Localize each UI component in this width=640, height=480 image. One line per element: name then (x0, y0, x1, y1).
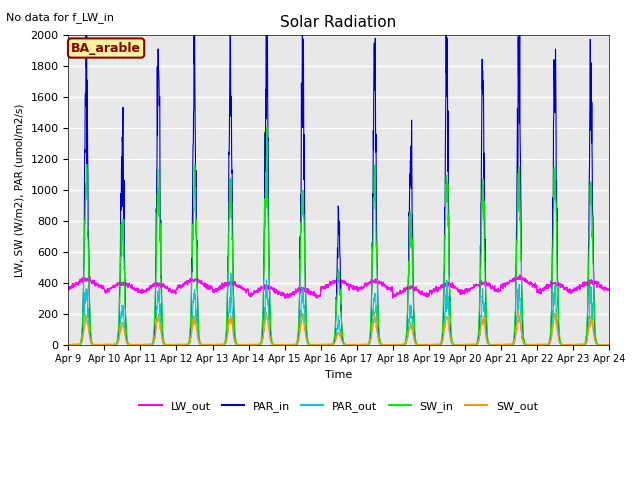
LW_out (557, 282, 565, 288)
PAR_in (317, 342, 324, 348)
SW_out (557, 341, 565, 347)
PAR_in (496, 342, 504, 348)
SW_in (355, 342, 362, 348)
Text: BA_arable: BA_arable (71, 41, 141, 55)
PAR_out (573, 342, 580, 348)
LW_out (573, 287, 580, 293)
SW_out (317, 342, 324, 348)
LW_out (282, 295, 289, 301)
PAR_in (557, 342, 565, 348)
PAR_in (573, 342, 580, 348)
SW_in (496, 342, 504, 348)
LW_out (366, 280, 374, 286)
LW_out (605, 287, 612, 293)
PAR_in (367, 335, 374, 341)
SW_out (573, 342, 580, 348)
SW_out (65, 342, 72, 348)
LW_out (516, 272, 524, 278)
LW_out (355, 285, 362, 290)
PAR_out (227, 271, 235, 276)
Text: No data for f_LW_in: No data for f_LW_in (6, 12, 115, 23)
Legend: LW_out, PAR_in, PAR_out, SW_in, SW_out: LW_out, PAR_in, PAR_out, SW_in, SW_out (135, 396, 542, 416)
Line: SW_in: SW_in (68, 127, 609, 345)
PAR_in (65, 342, 72, 348)
PAR_in (355, 342, 362, 348)
Line: PAR_out: PAR_out (68, 274, 609, 345)
X-axis label: Time: Time (325, 370, 352, 380)
Line: SW_out: SW_out (68, 311, 609, 345)
SW_out (215, 342, 223, 348)
PAR_out (605, 342, 612, 348)
SW_in (317, 342, 324, 348)
PAR_out (355, 342, 362, 348)
SW_in (367, 328, 374, 334)
SW_out (355, 342, 362, 348)
SW_in (573, 342, 580, 348)
Title: Solar Radiation: Solar Radiation (280, 15, 397, 30)
SW_in (557, 341, 565, 347)
SW_out (371, 308, 378, 314)
Line: PAR_in: PAR_in (68, 0, 609, 345)
SW_out (366, 338, 374, 344)
PAR_out (353, 342, 360, 348)
Y-axis label: LW, SW (W/m2), PAR (umol/m2/s): LW, SW (W/m2), PAR (umol/m2/s) (15, 103, 25, 276)
PAR_out (215, 342, 223, 348)
SW_out (496, 342, 504, 348)
LW_out (215, 287, 223, 292)
PAR_out (367, 339, 374, 345)
SW_in (263, 124, 271, 130)
PAR_in (605, 342, 612, 348)
PAR_out (65, 342, 72, 348)
Line: LW_out: LW_out (68, 275, 609, 298)
SW_in (605, 342, 612, 348)
LW_out (65, 286, 72, 291)
PAR_out (557, 342, 565, 348)
SW_in (215, 342, 223, 348)
PAR_out (496, 342, 504, 348)
SW_in (65, 342, 72, 348)
LW_out (496, 287, 504, 293)
SW_out (605, 342, 612, 348)
PAR_in (215, 342, 223, 348)
